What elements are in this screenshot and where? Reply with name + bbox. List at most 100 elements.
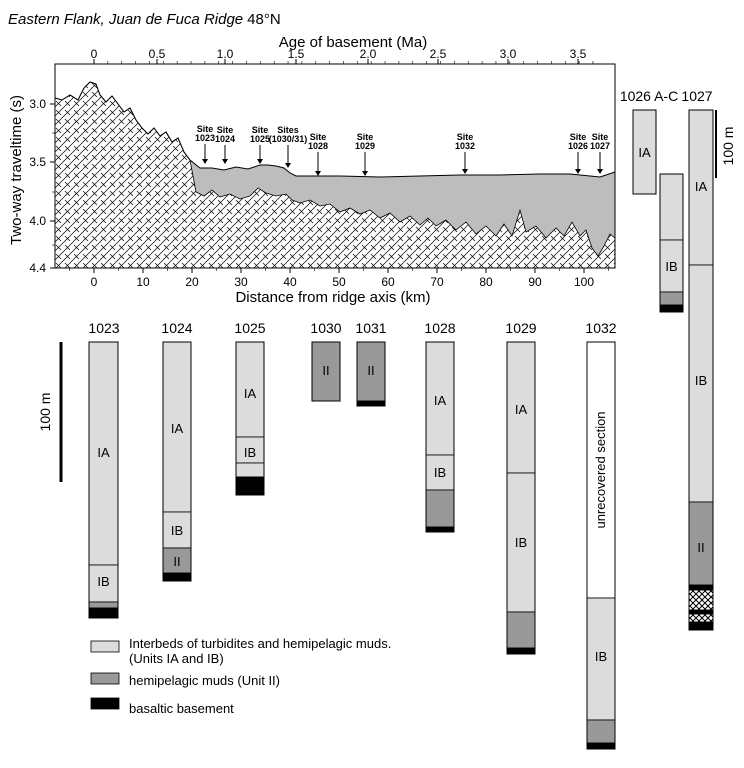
column-unit-t bbox=[235, 462, 265, 478]
bottom-tick-label: 80 bbox=[479, 275, 493, 289]
left-tick-label: 4.0 bbox=[29, 214, 46, 228]
site-marker-number: 1032 bbox=[455, 141, 475, 151]
legend-swatch-turbidite bbox=[90, 640, 120, 653]
top-tick-label: 2.0 bbox=[360, 47, 377, 61]
unit-label: IB bbox=[244, 445, 256, 460]
bottom-tick-label: 100 bbox=[574, 275, 594, 289]
top-tick-label: 0 bbox=[91, 47, 98, 61]
column-unit-b bbox=[688, 584, 714, 591]
figure-title: Eastern Flank, Juan de Fuca Ridge 48°N bbox=[8, 11, 281, 28]
column-label: 1027 bbox=[681, 88, 712, 104]
column-unit-t bbox=[162, 511, 192, 549]
unit-label: IA bbox=[515, 402, 528, 417]
unit-label: IA bbox=[244, 386, 257, 401]
unit-label: IA bbox=[97, 445, 110, 460]
legend-label: basaltic basement bbox=[129, 701, 234, 716]
column-label: 1024 bbox=[161, 320, 192, 336]
column-label: 1030 bbox=[310, 320, 341, 336]
site-marker-arrowhead bbox=[222, 159, 228, 164]
column-unit-b bbox=[425, 526, 455, 533]
title-italic: Eastern Flank, Juan de Fuca Ridge bbox=[8, 11, 243, 28]
site-marker-label: Site bbox=[252, 125, 269, 135]
legend-label: Interbeds of turbidites and hemipelagic … bbox=[129, 636, 391, 651]
basement-hatched-region bbox=[55, 82, 615, 268]
unit-label: IB bbox=[171, 523, 183, 538]
column-label: 1029 bbox=[505, 320, 536, 336]
site-marker-label: Site bbox=[197, 124, 214, 134]
column-label: 1026 A-C bbox=[620, 88, 678, 104]
column-outline bbox=[688, 109, 714, 631]
column-unit-t bbox=[235, 436, 265, 464]
site-marker-number: 1024 bbox=[215, 134, 235, 144]
unit-label: IA bbox=[434, 393, 447, 408]
column-outline bbox=[586, 341, 616, 750]
site-marker-arrowhead bbox=[285, 163, 291, 168]
column-unit-h bbox=[425, 489, 455, 528]
unit-label: II bbox=[322, 363, 329, 378]
column-1028: 1028 IA IB bbox=[424, 320, 456, 533]
column-label: 1025 bbox=[234, 320, 265, 336]
column-label: 1028 bbox=[424, 320, 455, 336]
site-marker-number: 1027 bbox=[590, 141, 610, 151]
column-outline bbox=[632, 109, 657, 195]
left-tick-label: 3.5 bbox=[29, 155, 46, 169]
column-label: 1032 bbox=[585, 320, 616, 336]
scale-bar-left: 100 m bbox=[37, 342, 63, 482]
site-marker-label: Site bbox=[592, 132, 609, 142]
site-marker-number: 1028 bbox=[308, 141, 328, 151]
column-outline bbox=[162, 341, 192, 582]
column-outline bbox=[659, 173, 684, 313]
top-tick-label: 3.5 bbox=[570, 47, 587, 61]
unit-label: IA bbox=[171, 421, 184, 436]
top-tick-label: 2.5 bbox=[430, 47, 447, 61]
column-outline bbox=[311, 341, 341, 402]
column-unit-b bbox=[659, 304, 684, 313]
unit-label: IB bbox=[515, 535, 527, 550]
column-unit-b bbox=[162, 572, 192, 582]
top-tick-label: 3.0 bbox=[500, 47, 517, 61]
column-unit-b bbox=[235, 476, 265, 496]
unit-label: IA bbox=[638, 145, 651, 160]
unit-label: IB bbox=[595, 649, 607, 664]
site-marker-label: Sites bbox=[277, 125, 299, 135]
column-1029: 1029 IA IB bbox=[505, 320, 537, 655]
site-marker-arrowhead bbox=[462, 169, 468, 174]
column-1024: 1024 IA IB II bbox=[161, 320, 193, 582]
column-unit-h bbox=[506, 611, 536, 649]
site-marker-number: (1030/31) bbox=[269, 134, 308, 144]
legend-label: hemipelagic muds (Unit II) bbox=[129, 673, 280, 688]
bottom-tick-label: 40 bbox=[283, 275, 297, 289]
column-unit-h bbox=[688, 501, 714, 586]
bottom-tick-label: 90 bbox=[528, 275, 542, 289]
column-outline bbox=[88, 341, 119, 619]
site-marker-label: Site bbox=[457, 132, 474, 142]
site-marker-arrowhead bbox=[315, 171, 321, 176]
bottom-tick-label: 0 bbox=[91, 275, 98, 289]
site-marker-number: 1025 bbox=[250, 134, 270, 144]
unit-label: II bbox=[367, 363, 374, 378]
scale-bar-label: 100 m bbox=[720, 127, 736, 166]
site-marker-103031: Sites(1030/31) bbox=[269, 125, 308, 168]
bottom-tick-label: 70 bbox=[430, 275, 444, 289]
top-axis-label: Age of basement (Ma) bbox=[279, 34, 427, 51]
unit-label: IB bbox=[695, 373, 707, 388]
column-1030: 1030 II bbox=[310, 320, 342, 402]
bottom-tick-label: 30 bbox=[234, 275, 248, 289]
column-unit-b bbox=[506, 647, 536, 655]
site-marker-number: 1026 bbox=[568, 141, 588, 151]
column-unit-w bbox=[586, 341, 616, 599]
column-unit-b bbox=[356, 400, 386, 407]
column-unit-b bbox=[688, 621, 714, 631]
unit-label: IB bbox=[434, 465, 446, 480]
column-outline bbox=[356, 341, 386, 407]
legend-label: (Units IA and IB) bbox=[129, 651, 224, 666]
column-outline bbox=[506, 341, 536, 655]
unit-label: IA bbox=[695, 179, 708, 194]
